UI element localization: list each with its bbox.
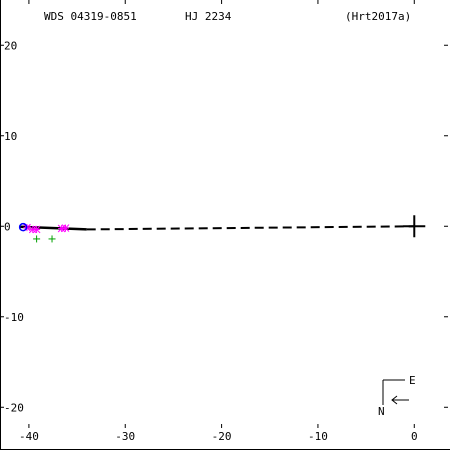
compass-north-label: N	[378, 405, 385, 418]
y-tick-label: -20	[4, 401, 24, 414]
y-tick-label: 10	[4, 130, 17, 143]
star-stroke	[61, 224, 70, 232]
x-tick-label: -20	[212, 430, 232, 443]
y-tick-label: -10	[4, 311, 24, 324]
dashed-projection-line	[86, 225, 415, 231]
header-star-name: HJ 2234	[185, 10, 232, 23]
star-stroke	[32, 225, 41, 234]
x-tick-label: -10	[308, 430, 328, 443]
observation-plus-marker	[33, 235, 41, 243]
star-stroke	[28, 225, 37, 234]
header-wds-id: WDS 04319-0851	[44, 10, 137, 23]
header-reference: (Hrt2017a)	[345, 10, 412, 23]
compass-arrow-head	[391, 395, 398, 405]
observation-star-marker	[32, 225, 41, 234]
y-tick-label: 0	[4, 220, 11, 233]
observation-circle-marker	[18, 222, 28, 232]
y-tick-label: 20	[4, 39, 17, 52]
x-tick-label: -40	[19, 430, 39, 443]
x-tick-label: -30	[115, 430, 135, 443]
compass-east-label: E	[409, 374, 416, 387]
x-tick-label: 0	[411, 430, 418, 443]
observation-star-marker	[61, 224, 70, 232]
observation-plus-marker	[48, 235, 56, 243]
compass-indicator: E N	[378, 374, 416, 418]
